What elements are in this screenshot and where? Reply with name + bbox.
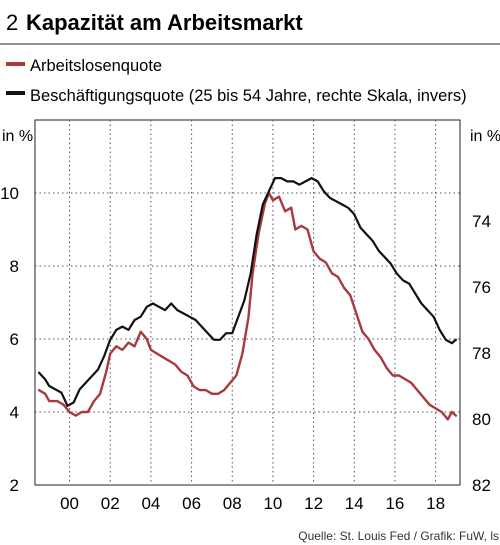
left-tick-label: 4 [10,403,19,422]
right-tick-label: 80 [472,410,491,429]
x-tick-label: 14 [345,494,364,513]
left-tick-label: 2 [10,476,19,495]
right-tick-label: 76 [472,278,491,297]
source-note: Quelle: St. Louis Fed / Grafik: FuW, ls [298,529,499,543]
plot-area: 00 02 04 06 08 10 12 14 16 18 2 4 6 8 10 74 76 78 80 82 [0,119,491,513]
left-axis-unit: in % [2,128,33,145]
legend-label-employment: Beschäftigungsquote (25 bis 54 Jahre, re… [30,87,467,105]
left-tick-label: 6 [10,330,19,349]
right-tick-label: 78 [472,344,491,363]
legend-label-unemployment: Arbeitslosenquote [30,57,162,75]
series-lines [37,177,458,421]
x-tick-label: 18 [426,494,445,513]
grid-lines [34,119,461,486]
series-line-employment [38,177,457,407]
x-tick-label: 02 [101,494,120,513]
right-axis-unit: in % [470,128,500,145]
x-tick-label: 00 [60,494,79,513]
left-tick-label: 8 [10,257,19,276]
chart-number: 2 [6,10,18,35]
series-line-unemployment [37,191,458,421]
chart-title: Kapazität am Arbeitsmarkt [26,10,303,35]
x-tick-label: 06 [182,494,201,513]
plot-frame [34,119,461,486]
x-tick-label: 10 [263,494,282,513]
left-tick-label: 10 [0,184,19,203]
axis-ticks: 00 02 04 06 08 10 12 14 16 18 2 4 6 8 10 74 76 78 80 82 [0,184,491,513]
x-tick-label: 08 [223,494,242,513]
legend-swatch-unemployment [6,62,25,66]
legend-swatch-employment [6,91,25,95]
x-tick-label: 16 [385,494,404,513]
x-tick-label: 04 [141,494,160,513]
right-tick-label: 82 [472,476,491,495]
right-tick-label: 74 [472,212,491,231]
x-tick-label: 12 [304,494,323,513]
